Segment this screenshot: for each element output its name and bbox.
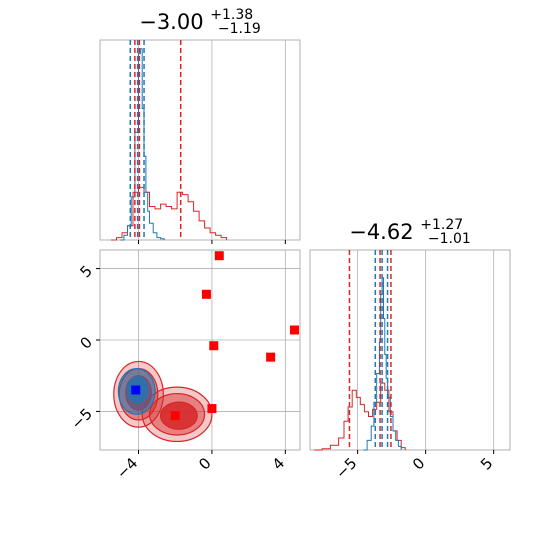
panel-2-xtick-label-0: −5: [332, 454, 360, 482]
red-marker-5: [207, 404, 217, 414]
joint-panel: −4 0 4 5 0 −5: [68, 249, 301, 483]
red-marker-3: [209, 341, 219, 351]
panel-2-histograms: [314, 277, 406, 451]
panel-1-blue-histogram: [120, 48, 165, 241]
blue-marker: [131, 385, 141, 395]
joint-ytick-label-0: 5: [77, 262, 96, 281]
red-marker-1: [201, 289, 211, 299]
joint-markers: [131, 251, 299, 421]
marginal-panel-1: −3.00 +1.38 −1.19: [99, 0, 301, 244]
panel-1-histograms: [111, 48, 228, 241]
panel-2-ticks: −5 0 5: [332, 450, 497, 482]
joint-xtick-label-1: 0: [195, 454, 214, 473]
red-marker-2: [289, 325, 299, 335]
panel-1-grid: [138, 40, 286, 240]
red-marker-6: [170, 411, 180, 421]
panel-2-grid: [357, 250, 495, 450]
joint-ytick-label-2: −5: [68, 405, 96, 433]
panel-2-title: −4.62 +1.27 −1.01: [349, 210, 471, 247]
red-marker-0: [214, 251, 224, 261]
panel-2-blue-histogram: [363, 277, 402, 451]
panel-2-xtick-label-2: 5: [477, 454, 496, 473]
panel-2-xtick-label-1: 0: [409, 454, 428, 473]
panel-1-frame: [99, 39, 301, 241]
red-marker-4: [266, 352, 276, 362]
joint-xtick-label-0: −4: [113, 454, 141, 482]
marginal-panel-2: −5 0 5 −4.62 +1.27 −1.01: [309, 210, 511, 482]
panel-1-title: −3.00 +1.38 −1.19: [139, 0, 261, 37]
panel-1-title-value: −3.00: [139, 10, 203, 34]
joint-xtick-label-2: 4: [269, 454, 288, 473]
panel-2-quantile-lines: [348, 250, 392, 450]
panel-2-title-plus: +1.27: [420, 217, 463, 233]
panel-2-title-value: −4.62: [349, 220, 413, 244]
panel-1-title-minus: −1.19: [218, 21, 261, 37]
panel-1-ticks: [138, 240, 286, 244]
joint-contours: [113, 360, 213, 443]
joint-ytick-label-1: 0: [77, 333, 96, 352]
panel-2-frame: [309, 249, 511, 451]
panel-2-title-minus: −1.01: [428, 231, 471, 247]
joint-frame: [99, 249, 301, 451]
panel-1-quantile-lines: [129, 40, 182, 240]
joint-ticks: −4 0 4 5 0 −5: [68, 262, 289, 483]
panel-1-red-histogram: [111, 186, 228, 241]
panel-1-title-plus: +1.38: [210, 7, 253, 23]
